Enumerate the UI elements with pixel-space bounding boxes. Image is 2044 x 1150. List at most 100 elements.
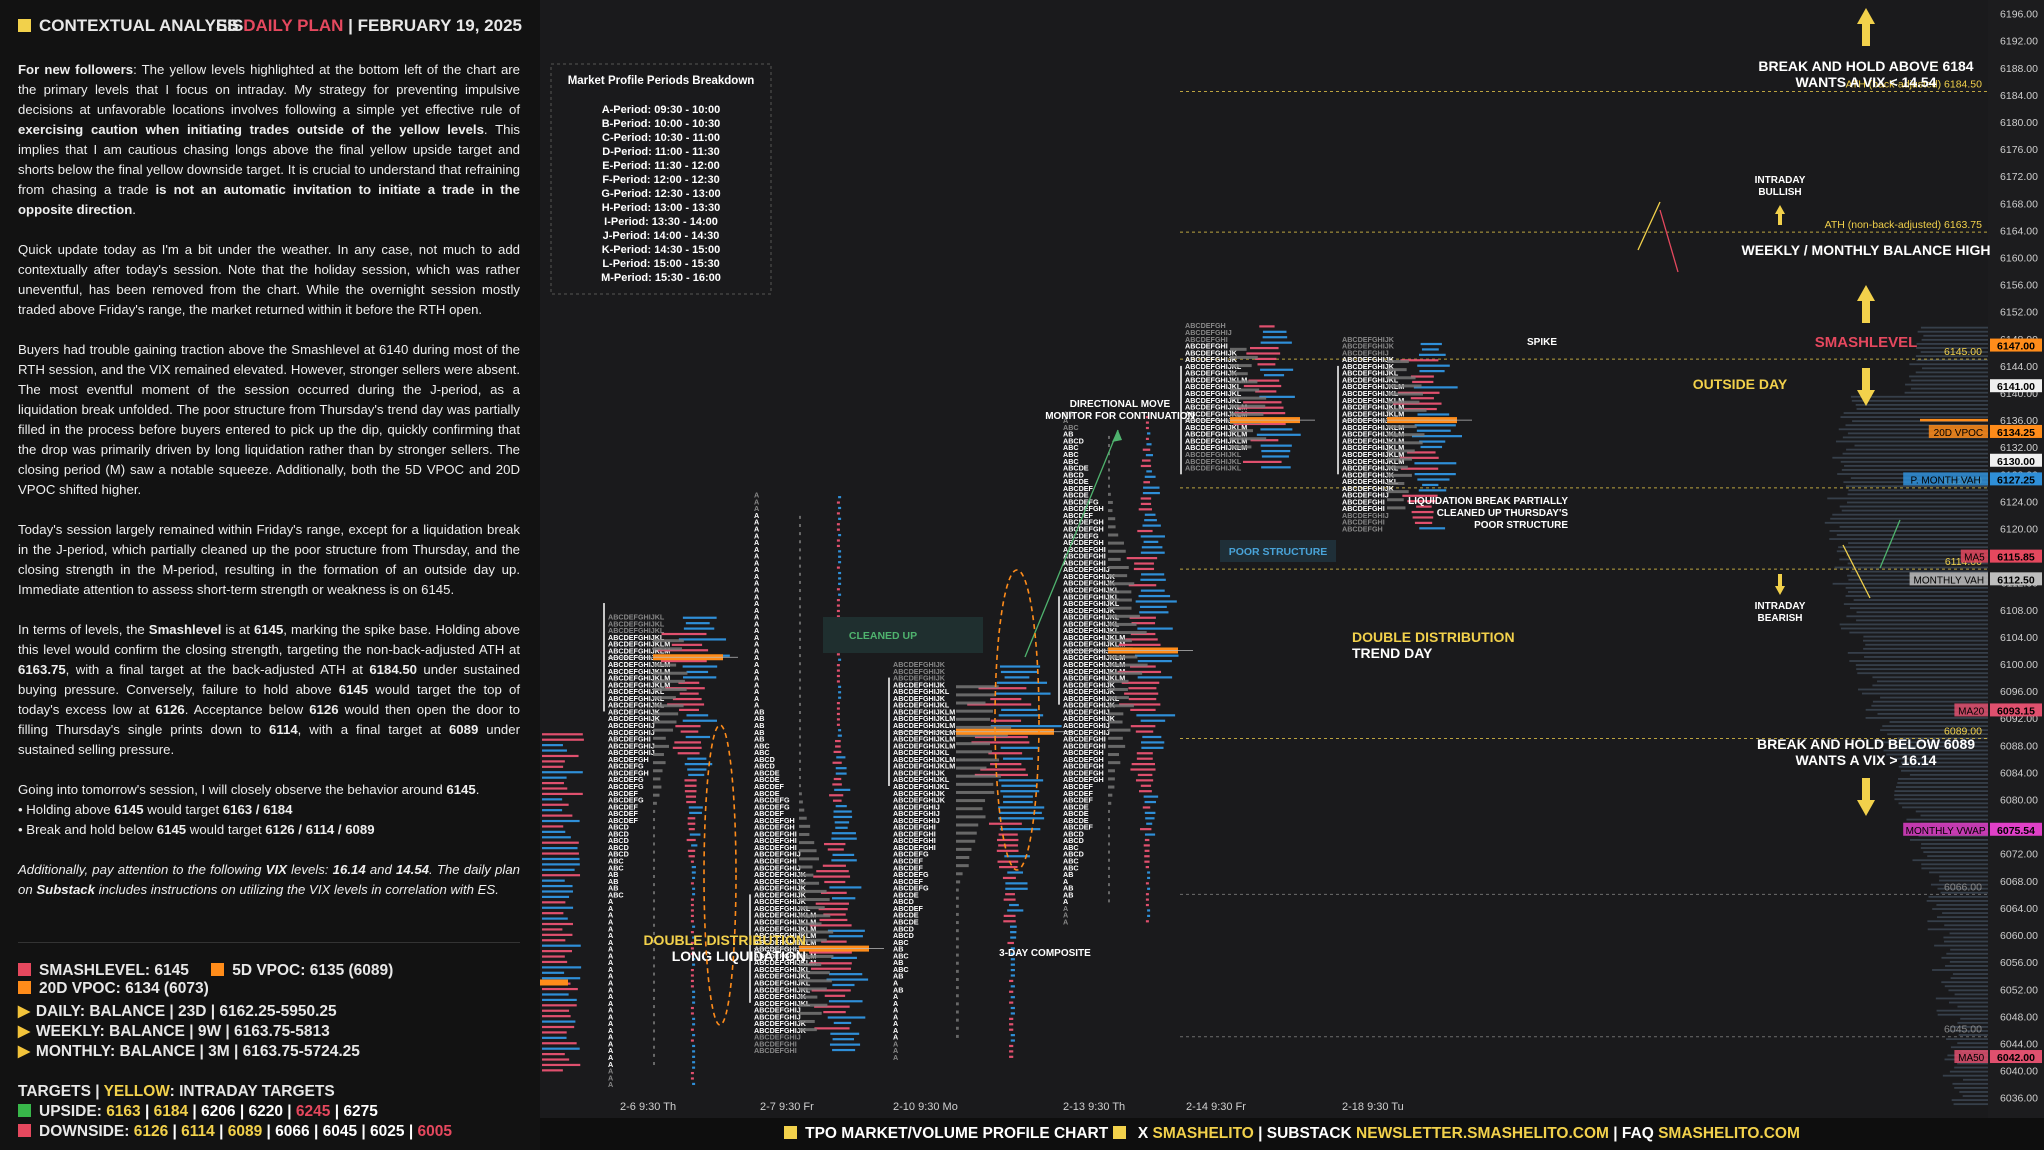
profile-bar [1897,782,1988,784]
volume-bar [690,1006,694,1010]
gray-histogram-bar [799,1003,828,1007]
downside-values: 6126 | 6114 | 6089 | 6066 | 6045 | 6025 … [134,1123,452,1140]
gray-histogram-bar [956,888,959,892]
profile-bar [1927,855,1988,858]
volume-bar [1147,887,1151,890]
gray-histogram-bar [956,961,959,965]
tpo-row: ABCDEFGHIJ [1342,348,1389,357]
y-tick-label: 6136.00 [2000,415,2038,427]
dd-trend-label: DOUBLE DISTRIBUTION [1352,629,1515,645]
gray-histogram-bar [1387,368,1407,372]
volume-bar [683,676,717,679]
profile-bar [1945,965,1988,967]
tpo-row: AB [893,972,903,981]
volume-bar [837,734,842,737]
profile-bar [1912,859,1988,862]
volume-bar [542,760,565,763]
volume-bar [542,912,564,915]
profile-bar [1856,619,1988,622]
profile-bar [1855,403,1988,406]
volume-bar [689,811,702,814]
tpo-row: A [608,938,613,947]
tpo-row: ABCDEFGHIJKL [1342,389,1399,398]
gray-histogram-bar [799,930,834,934]
tpo-row: A [608,911,613,920]
volume-bar [1009,1055,1014,1058]
profile-bar [1880,696,1988,699]
text-run: | 6275 [330,1103,378,1120]
gray-histogram-bar [653,891,655,895]
gray-histogram-bar [653,915,655,919]
volume-bar [997,860,1019,863]
tpo-row: ABCDEFGHI [893,843,936,852]
period-row: H-Period: 13:00 - 13:30 [602,202,721,214]
tpo-chart[interactable]: 6196.00 6192.00 6188.00 6184.00 6180.00 6176.… [540,0,2044,1118]
volume-bar [542,879,565,882]
volume-bar [1142,735,1162,739]
profile-bar [1882,725,1988,727]
tpo-row: ABCDEFGHIJK [893,667,946,676]
volume-bar [1010,952,1015,955]
volume-bar [1007,941,1014,945]
profile-bar [1856,408,1988,410]
analysis-paragraph: Today's session largely remained within … [18,520,520,600]
volume-bar [1146,432,1151,435]
intraday-bullish-label: BULLISH [1758,187,1801,198]
volume-bar [542,987,578,991]
gray-histogram-bar [653,899,655,903]
gray-histogram-bar [1108,639,1132,643]
prior-session-profile [540,733,584,1072]
paragraph-run: Going into tomorrow's session, I will cl… [18,782,447,797]
volume-bar [1144,519,1157,522]
volume-bar [1009,1017,1014,1020]
volume-bar [692,996,696,999]
tpo-row: ABCDEFGHI [754,829,797,838]
tpo-row: ABCDEFGHIJKL [1342,464,1399,473]
green-arrow-line [1024,429,1119,658]
text-run: SMASHELITO [1152,1125,1254,1142]
volume-bar [832,1048,856,1052]
volume-bar [1260,428,1293,431]
chart-canvas[interactable]: 6196.00 6192.00 6188.00 6184.00 6180.00 6176.… [540,0,2044,1118]
tpo-row: ABC [754,748,770,757]
tpo-row: A [608,1053,613,1062]
tpo-row: A [608,992,613,1001]
volume-bar [542,733,583,736]
volume-bar [1145,882,1149,885]
volume-bar [1000,746,1039,749]
indicator-tag [1903,822,1988,836]
volume-bar [542,781,564,785]
tpo-row: AB [754,728,764,737]
gray-histogram-bar [653,883,655,887]
gray-histogram-bar [1387,376,1416,380]
tpo-row: A [893,1006,898,1015]
period-row: E-Period: 11:30 - 12:00 [602,160,719,172]
y-tick-label: 6060.00 [2000,930,2038,942]
volume-bar [835,826,848,829]
profile-bar [1935,997,1988,1000]
tpo-row: A [754,558,759,567]
profile-bar [1829,530,1988,532]
tpo-row: ABCDEFGHIJKL [608,619,665,628]
volume-bar [974,773,1028,777]
tpo-row: ABCDEFGHI [608,735,651,744]
tpo-row: A [608,897,613,906]
gray-histogram-bar [799,1011,822,1015]
volume-bar [1263,374,1285,377]
panel-header: CONTEXTUAL ANALYSIS ES DAILY PLAN | FEBR… [18,16,522,40]
tpo-row: ABCDEFGHIJKLM [893,755,955,764]
tpo-row: A [893,1012,898,1021]
gray-histogram-bar [956,945,959,949]
gray-histogram-bar [1387,360,1409,364]
volume-bar [1009,903,1019,907]
profile-bar [1895,757,1988,760]
paragraph-run: 6114 [269,722,298,737]
paragraph-run: would target [143,802,223,817]
gray-histogram-bar [799,816,807,820]
tpo-row: ABCDEFGHI [754,1039,797,1048]
volume-bar [1399,456,1439,459]
volume-bar [1009,979,1014,983]
gray-histogram-bar [799,654,801,658]
ellipse-highlight [994,569,1040,871]
volume-bar [831,832,856,835]
